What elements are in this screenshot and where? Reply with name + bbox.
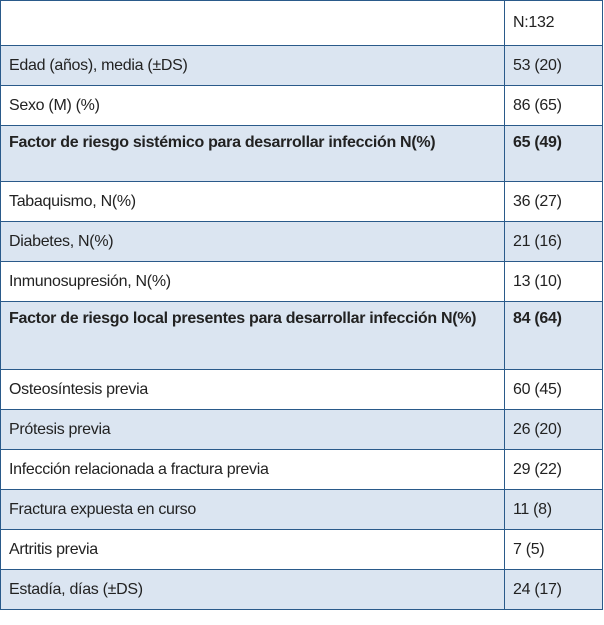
header-cell-empty [0, 0, 505, 46]
value-cell: 36 (27) [504, 181, 603, 222]
table-row: Tabaquismo, N(%) 36 (27) [0, 181, 603, 222]
value-cell: 7 (5) [504, 529, 603, 570]
table-row: Estadía, días (±DS) 24 (17) [0, 569, 603, 610]
value-cell: 11 (8) [504, 489, 603, 530]
label-cell: Estadía, días (±DS) [0, 569, 505, 610]
label-cell: Infección relacionada a fractura previa [0, 449, 505, 490]
label-cell: Artritis previa [0, 529, 505, 570]
value-cell: 86 (65) [504, 85, 603, 126]
label-cell: Factor de riesgo sistémico para desarrol… [0, 125, 505, 182]
label-cell: Diabetes, N(%) [0, 221, 505, 262]
table-row: Sexo (M) (%) 86 (65) [0, 85, 603, 126]
table-body: N:132 Edad (años), media (±DS) 53 (20) Sex… [0, 0, 603, 610]
value-cell: 84 (64) [504, 301, 603, 370]
label-cell: Factor de riesgo local presentes para de… [0, 301, 505, 370]
table-row: Fractura expuesta en curso 11 (8) [0, 489, 603, 530]
value-cell: 21 (16) [504, 221, 603, 262]
value-cell: 26 (20) [504, 409, 603, 450]
value-cell: 60 (45) [504, 369, 603, 410]
table-row: Osteosíntesis previa 60 (45) [0, 369, 603, 410]
value-cell: 65 (49) [504, 125, 603, 182]
table-row: Artritis previa 7 (5) [0, 529, 603, 570]
label-cell: Tabaquismo, N(%) [0, 181, 505, 222]
data-table: N:132 Edad (años), media (±DS) 53 (20) Sex… [0, 0, 603, 610]
header-row: N:132 [0, 0, 603, 46]
table-row: Edad (años), media (±DS) 53 (20) [0, 45, 603, 86]
value-cell: 29 (22) [504, 449, 603, 490]
table-row: Factor de riesgo local presentes para de… [0, 301, 603, 370]
table-row: Inmunosupresión, N(%) 13 (10) [0, 261, 603, 302]
table-row: Infección relacionada a fractura previa 2… [0, 449, 603, 490]
label-cell: Inmunosupresión, N(%) [0, 261, 505, 302]
table-row: Diabetes, N(%) 21 (16) [0, 221, 603, 262]
value-cell: 53 (20) [504, 45, 603, 86]
table-row: Prótesis previa 26 (20) [0, 409, 603, 450]
value-cell: 13 (10) [504, 261, 603, 302]
label-cell: Osteosíntesis previa [0, 369, 505, 410]
table-row: Factor de riesgo sistémico para desarrol… [0, 125, 603, 182]
label-cell: Prótesis previa [0, 409, 505, 450]
header-cell: N:132 [504, 0, 603, 46]
label-cell: Sexo (M) (%) [0, 85, 505, 126]
label-cell: Fractura expuesta en curso [0, 489, 505, 530]
label-cell: Edad (años), media (±DS) [0, 45, 505, 86]
value-cell: 24 (17) [504, 569, 603, 610]
